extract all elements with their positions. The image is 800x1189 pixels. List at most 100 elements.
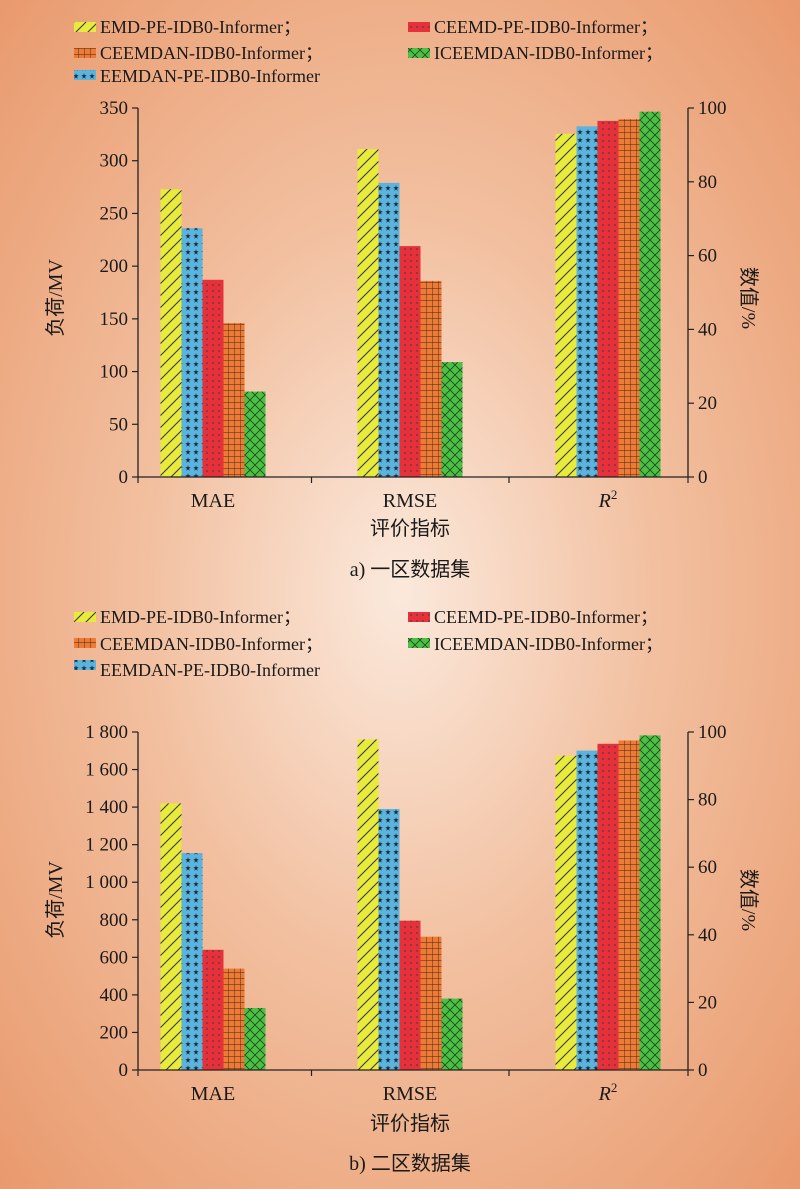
y-tick-label: 350 — [100, 98, 129, 119]
y2label-b: 数值/% — [737, 869, 760, 931]
panel-b: EMD-PE-IDB0-Informer； CEEMD-PE-IDB0-Info… — [44, 607, 760, 1175]
legend-swatch-ceemdan — [74, 638, 96, 648]
bar-emd-mae — [160, 189, 182, 477]
y2-tick-label: 40 — [698, 925, 717, 946]
bar-emd-r2 — [555, 133, 577, 478]
x-tick-label-r2: R2 — [598, 487, 618, 512]
y2-tick-label: 100 — [698, 722, 727, 743]
legend-label-ceemd: CEEMD-PE-IDB0-Informer； — [434, 17, 658, 37]
y2-tick-label: 0 — [698, 467, 708, 488]
y-tick-label: 600 — [100, 947, 129, 968]
bar-eemdan-r2 — [576, 750, 598, 1070]
y-tick-label: 1 200 — [85, 835, 128, 856]
bar-eemdan-mae — [181, 853, 203, 1070]
bar-ceemdan-rmse — [420, 936, 442, 1070]
y-tick-label: 800 — [100, 910, 129, 931]
bar-ceemd-rmse — [399, 920, 421, 1070]
plot-area-b: 0 200 400 600 800 1 000 1 200 1 400 1 600 1 800 0 2… — [85, 722, 726, 1105]
bar-ceemdan-mae — [223, 323, 245, 477]
plot-area-a: 0 50 100 150 200 250 300 350 0 20 40 60 80 100 MAE RMSE… — [100, 98, 727, 512]
xlabel-a: 评价指标 — [370, 517, 450, 540]
legend-label-eemdan: EEMDAN-PE-IDB0-Informer — [100, 66, 320, 86]
y-tick-label: 300 — [100, 151, 129, 172]
x-tick-label-rmse: RMSE — [383, 1083, 437, 1105]
x-tick-label-rmse: RMSE — [383, 490, 437, 512]
y2label-a: 数值/% — [737, 267, 760, 329]
bar-emd-r2 — [555, 755, 577, 1070]
title-a: a) 一区数据集 — [350, 558, 471, 581]
legend-label-ceemdan: CEEMDAN-IDB0-Informer； — [100, 43, 323, 63]
legend-label-iceemdan: ICEEMDAN-IDB0-Informer； — [434, 43, 663, 63]
y-tick-label: 250 — [100, 203, 129, 224]
y2-tick-label: 0 — [698, 1060, 708, 1081]
y-tick-label: 100 — [100, 362, 129, 383]
legend-swatch-emd — [74, 22, 96, 32]
bar-iceemdan-mae — [244, 391, 266, 477]
panel-a: EMD-PE-IDB0-Informer； CEEMD-PE-IDB0-Info… — [44, 17, 760, 581]
bar-iceemdan-rmse — [441, 362, 463, 477]
xlabel-b: 评价指标 — [370, 1112, 450, 1135]
y-tick-label: 400 — [100, 985, 129, 1006]
bar-iceemdan-mae — [244, 1008, 266, 1070]
y-tick-label: 1 600 — [85, 760, 128, 781]
bar-emd-rmse — [357, 149, 379, 477]
y2-tick-label: 40 — [698, 319, 717, 340]
bar-ceemdan-mae — [223, 968, 245, 1070]
bar-iceemdan-r2 — [639, 111, 661, 477]
legend-swatch-emd — [74, 612, 96, 622]
bar-eemdan-rmse — [378, 182, 400, 477]
legend-swatch-iceemdan — [408, 638, 430, 648]
bar-ceemd-r2 — [597, 743, 619, 1070]
y-tick-label: 150 — [100, 309, 129, 330]
y2-tick-label: 80 — [698, 790, 717, 811]
y-tick-label: 1 400 — [85, 797, 128, 818]
legend-label-eemdan: EEMDAN-PE-IDB0-Informer — [100, 660, 320, 680]
y-tick-label: 0 — [119, 1060, 129, 1081]
y2-tick-label: 20 — [698, 393, 717, 414]
x-tick-label-mae: MAE — [191, 1083, 235, 1105]
bar-eemdan-r2 — [576, 126, 598, 478]
y-tick-label: 1 000 — [85, 872, 128, 893]
ylabel-b: 负荷/MV — [44, 861, 67, 939]
bar-ceemd-r2 — [597, 120, 619, 478]
bar-eemdan-rmse — [378, 809, 400, 1070]
bar-ceemdan-r2 — [618, 119, 640, 477]
bar-ceemd-mae — [202, 949, 224, 1070]
bar-ceemdan-r2 — [618, 740, 640, 1070]
y-tick-label: 1 800 — [85, 722, 128, 743]
legend-label-emd: EMD-PE-IDB0-Informer； — [100, 17, 301, 37]
y2-tick-label: 80 — [698, 172, 717, 193]
legend-label-ceemdan: CEEMDAN-IDB0-Informer； — [100, 634, 323, 654]
bar-ceemdan-rmse — [420, 280, 442, 477]
y2-tick-label: 100 — [698, 98, 727, 119]
x-tick-label-mae: MAE — [191, 490, 235, 512]
legend-b: EMD-PE-IDB0-Informer； CEEMD-PE-IDB0-Info… — [74, 607, 663, 680]
legend-swatch-ceemd — [408, 22, 430, 32]
legend-swatch-ceemdan — [74, 48, 96, 58]
legend-swatch-iceemdan — [408, 48, 430, 58]
legend-label-iceemdan: ICEEMDAN-IDB0-Informer； — [434, 634, 663, 654]
bar-iceemdan-rmse — [441, 998, 463, 1070]
x-tick-label-r2: R2 — [598, 1080, 618, 1105]
bar-emd-rmse — [357, 739, 379, 1070]
legend-label-emd: EMD-PE-IDB0-Informer； — [100, 607, 301, 627]
legend-swatch-eemdan — [74, 70, 96, 80]
legend-swatch-eemdan — [74, 660, 96, 670]
legend-a: EMD-PE-IDB0-Informer； CEEMD-PE-IDB0-Info… — [74, 17, 663, 86]
y-tick-label: 0 — [119, 467, 129, 488]
legend-label-ceemd: CEEMD-PE-IDB0-Informer； — [434, 607, 658, 627]
bar-eemdan-mae — [181, 228, 203, 477]
y-tick-label: 200 — [100, 1022, 129, 1043]
bar-iceemdan-r2 — [639, 735, 661, 1070]
title-b: b) 二区数据集 — [349, 1152, 471, 1175]
bar-ceemd-mae — [202, 279, 224, 477]
y2-tick-label: 60 — [698, 857, 717, 878]
y-tick-label: 200 — [100, 256, 129, 277]
ylabel-a: 负荷/MV — [44, 259, 67, 337]
bar-ceemd-rmse — [399, 246, 421, 477]
bar-emd-mae — [160, 803, 182, 1070]
legend-swatch-ceemd — [408, 612, 430, 622]
y2-tick-label: 20 — [698, 992, 717, 1013]
